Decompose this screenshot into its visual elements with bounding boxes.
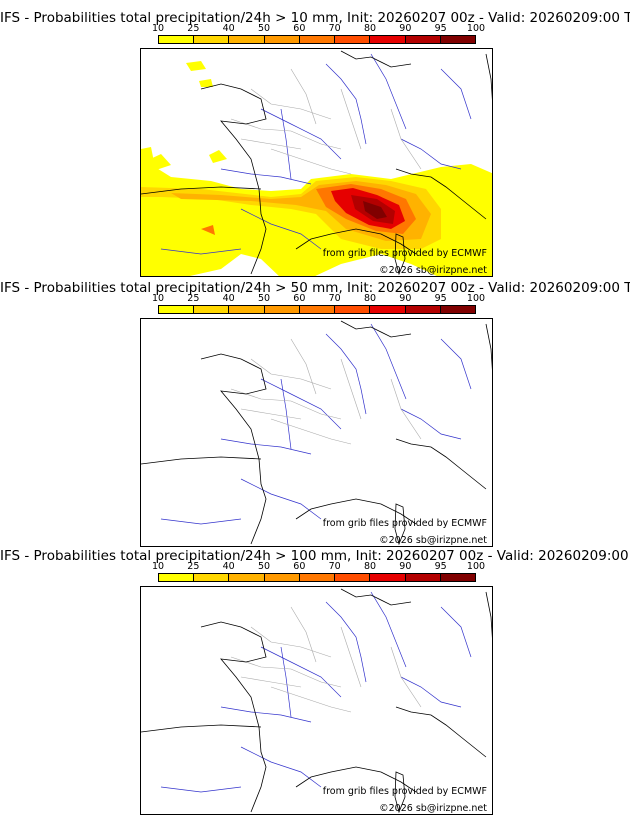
panel-10mm: IFS - Probabilities total precipitation/… xyxy=(0,0,630,280)
scale-label: 25 xyxy=(187,293,200,304)
scale-labels: 10 25 40 50 60 70 80 90 95 100 xyxy=(152,293,485,305)
scale-label: 40 xyxy=(222,293,235,304)
scale-label: 50 xyxy=(257,561,271,572)
color-scale xyxy=(158,35,476,44)
credit-copyright: ©2026 sb@irizpne.net xyxy=(379,535,487,546)
scale-labels: 10 25 40 50 60 70 80 90 95 100 xyxy=(152,561,485,573)
panel-title: IFS - Probabilities total precipitation/… xyxy=(0,548,630,564)
scale-label: 60 xyxy=(293,293,306,304)
credit-source: from grib files provided by ECMWF xyxy=(322,248,487,259)
scale-swatch xyxy=(159,36,195,43)
scale-label: 100 xyxy=(466,23,486,34)
scale-label: 50 xyxy=(257,23,271,34)
scale-swatch xyxy=(405,36,441,43)
scale-swatch xyxy=(194,574,230,581)
scale-label: 100 xyxy=(466,561,486,572)
scale-label: 95 xyxy=(434,23,447,34)
scale-label: 70 xyxy=(328,23,341,34)
scale-label: 25 xyxy=(187,23,200,34)
scale-labels: 10 25 40 50 60 70 80 90 95 100 xyxy=(152,23,485,35)
color-scale xyxy=(158,573,476,582)
precip-field xyxy=(141,61,492,276)
scale-label: 40 xyxy=(222,23,235,34)
scale-swatch xyxy=(335,36,371,43)
rivers xyxy=(160,323,472,525)
scale-label: 80 xyxy=(363,293,377,304)
scale-swatch xyxy=(440,36,475,43)
scale-swatch xyxy=(264,574,300,581)
scale-swatch xyxy=(194,306,230,313)
credit-source: from grib files provided by ECMWF xyxy=(322,518,487,529)
scale-label: 90 xyxy=(399,293,412,304)
scale-label: 50 xyxy=(257,293,271,304)
panel-title: IFS - Probabilities total precipitation/… xyxy=(0,280,630,296)
borders xyxy=(230,338,422,445)
scale-label: 10 xyxy=(151,23,165,34)
scale-label: 70 xyxy=(328,561,341,572)
rivers xyxy=(160,591,472,793)
scale-swatch xyxy=(159,306,195,313)
scale-label: 90 xyxy=(399,561,412,572)
scale-swatch xyxy=(229,574,265,581)
coastlines xyxy=(141,320,492,546)
scale-label: 60 xyxy=(293,561,306,572)
borders xyxy=(230,68,422,175)
panel-50mm: IFS - Probabilities total precipitation/… xyxy=(0,270,630,550)
scale-label: 40 xyxy=(222,561,235,572)
scale-label: 10 xyxy=(151,561,165,572)
scale-swatch xyxy=(335,574,371,581)
scale-swatch xyxy=(299,306,336,313)
scale-label: 95 xyxy=(434,561,447,572)
scale-label: 80 xyxy=(363,23,377,34)
precip-map-50mm[interactable]: from grib files provided by ECMWF ©2026 … xyxy=(140,318,493,547)
coastlines xyxy=(141,50,492,276)
scale-label: 80 xyxy=(363,561,377,572)
scale-label: 10 xyxy=(151,293,165,304)
scale-swatch xyxy=(370,574,406,581)
scale-swatch xyxy=(299,36,336,43)
panel-100mm: IFS - Probabilities total precipitation/… xyxy=(0,538,630,828)
scale-swatch xyxy=(370,36,406,43)
scale-swatch xyxy=(405,574,441,581)
credit-copyright: ©2026 sb@irizpne.net xyxy=(379,803,487,814)
panel-title: IFS - Probabilities total precipitation/… xyxy=(0,10,630,26)
scale-swatch xyxy=(370,306,406,313)
precip-map-10mm[interactable]: from grib files provided by ECMWF ©2026 … xyxy=(140,48,493,277)
credit-source: from grib files provided by ECMWF xyxy=(322,786,487,797)
scale-swatch xyxy=(299,574,336,581)
scale-label: 100 xyxy=(466,293,486,304)
precip-map-100mm[interactable]: from grib files provided by ECMWF ©2026 … xyxy=(140,586,493,815)
scale-label: 90 xyxy=(399,23,412,34)
scale-swatch xyxy=(194,36,230,43)
scale-swatch xyxy=(229,36,265,43)
scale-label: 25 xyxy=(187,561,200,572)
coastlines xyxy=(141,588,492,814)
scale-swatch xyxy=(159,574,195,581)
scale-label: 70 xyxy=(328,293,341,304)
scale-swatch xyxy=(264,36,300,43)
borders xyxy=(230,606,422,713)
scale-label: 60 xyxy=(293,23,306,34)
scale-swatch xyxy=(229,306,265,313)
scale-swatch xyxy=(440,306,475,313)
map-svg xyxy=(141,588,492,814)
scale-label: 95 xyxy=(434,293,447,304)
credit-copyright: ©2026 sb@irizpne.net xyxy=(379,265,487,276)
map-svg xyxy=(141,50,492,276)
scale-swatch xyxy=(440,574,475,581)
scale-swatch xyxy=(335,306,371,313)
color-scale xyxy=(158,305,476,314)
scale-swatch xyxy=(264,306,300,313)
map-svg xyxy=(141,320,492,546)
rivers xyxy=(160,53,472,255)
scale-swatch xyxy=(405,306,441,313)
